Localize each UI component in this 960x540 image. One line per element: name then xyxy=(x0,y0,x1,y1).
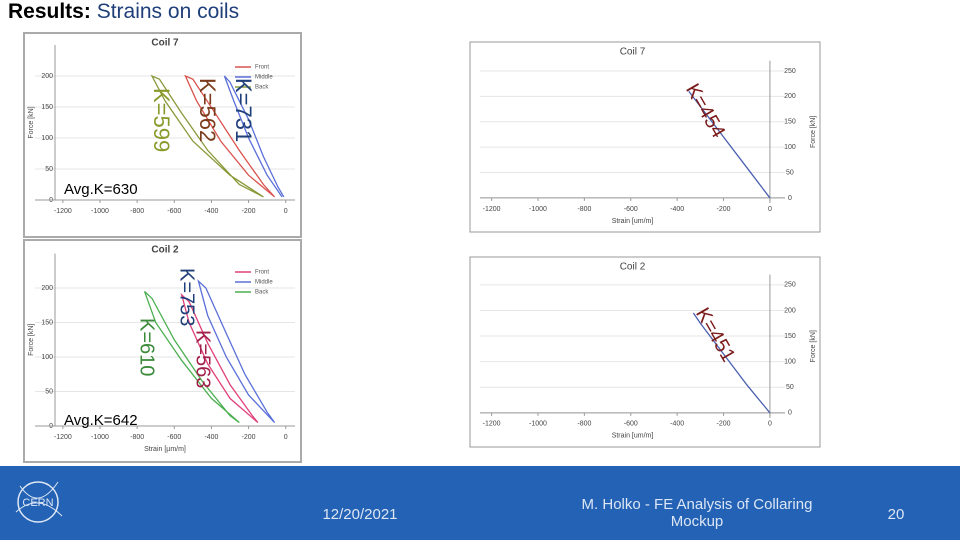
data-line xyxy=(143,290,240,424)
y-tick-label: 0 xyxy=(788,410,792,417)
x-tick-label: -200 xyxy=(717,421,731,428)
y-tick-label: 150 xyxy=(41,104,53,111)
panel-title: Coil 7 xyxy=(620,47,646,58)
y-tick-label: 150 xyxy=(41,319,53,326)
legend-label: Back xyxy=(255,290,269,296)
x-tick-label: 0 xyxy=(768,206,772,213)
y-tick-label: 100 xyxy=(784,359,796,366)
y-tick-label: 50 xyxy=(786,384,794,391)
y-tick-label: 50 xyxy=(786,169,794,176)
x-tick-label: -200 xyxy=(242,434,256,441)
x-tick-label: 0 xyxy=(284,208,288,215)
annotation: K=562 xyxy=(195,78,220,142)
annotation: K=753 xyxy=(176,268,198,326)
legend-label: Middle xyxy=(255,280,273,286)
y-tick-label: 150 xyxy=(784,333,796,340)
panel-frame xyxy=(469,256,821,448)
annotation: K=610 xyxy=(136,318,158,376)
y-axis-label: Force [kN] xyxy=(810,116,817,148)
x-tick-label: 0 xyxy=(284,434,288,441)
x-tick-label: -1200 xyxy=(483,421,501,428)
y-tick-label: 200 xyxy=(784,93,796,100)
x-tick-label: -800 xyxy=(577,421,591,428)
x-axis-label: Strain [um/m] xyxy=(612,433,654,440)
x-tick-label: -400 xyxy=(204,208,218,215)
x-tick-label: -800 xyxy=(130,434,144,441)
data-line xyxy=(197,279,276,423)
data-line xyxy=(223,75,285,198)
annotation: K=563 xyxy=(192,330,214,388)
x-tick-label: -600 xyxy=(167,434,181,441)
y-tick-label: 150 xyxy=(784,119,796,126)
date: 12/20/2021 xyxy=(322,506,398,523)
logo-lines xyxy=(15,481,63,517)
legend-label: Middle xyxy=(255,75,273,81)
data-line xyxy=(184,74,276,198)
x-axis-label: Strain [um/m] xyxy=(612,218,654,225)
x-tick-label: -400 xyxy=(670,421,684,428)
x-tick-label: -200 xyxy=(717,206,731,213)
x-tick-label: -400 xyxy=(204,434,218,441)
annotation: Avg.K=630 xyxy=(64,181,138,198)
x-tick-label: -600 xyxy=(624,206,638,213)
cern-logo: CERN xyxy=(15,481,63,523)
x-tick-label: -1200 xyxy=(54,434,72,441)
panel-title: Coil 2 xyxy=(620,262,646,273)
footer: CERN 12/20/2021 M. Holko - FE Analysis o… xyxy=(0,466,960,540)
x-tick-label: -1000 xyxy=(91,208,109,215)
data-line xyxy=(692,312,771,414)
author: M. Holko - FE Analysis of Collaring Mock… xyxy=(581,496,813,530)
y-tick-label: 100 xyxy=(784,144,796,151)
data-line xyxy=(688,90,771,199)
y-tick-label: 200 xyxy=(41,285,53,292)
logo-text: CERN xyxy=(22,497,53,509)
x-tick-label: -600 xyxy=(624,421,638,428)
slide-title: Results: Strains on coils xyxy=(8,0,239,24)
y-tick-label: 100 xyxy=(41,135,53,142)
x-tick-label: -1000 xyxy=(529,421,547,428)
y-tick-label: 250 xyxy=(784,68,796,75)
x-axis-label: Strain [µm/m] xyxy=(144,446,186,453)
legend-label: Back xyxy=(255,85,269,91)
data-line xyxy=(180,292,259,424)
data-line xyxy=(150,74,264,198)
x-tick-label: -600 xyxy=(167,208,181,215)
x-tick-label: -1000 xyxy=(529,206,547,213)
x-tick-label: -800 xyxy=(130,208,144,215)
panel-title: Coil 2 xyxy=(151,245,179,256)
title-rest: Strains on coils xyxy=(96,0,240,23)
panel-frame xyxy=(469,41,821,233)
y-tick-label: 50 xyxy=(45,166,53,173)
x-tick-label: -200 xyxy=(242,208,256,215)
x-tick-label: -800 xyxy=(577,206,591,213)
y-axis-label: Force [kN] xyxy=(810,330,817,362)
annotation: K=731 xyxy=(231,78,256,142)
x-tick-label: -400 xyxy=(670,206,684,213)
charts: Coil 7 0 50 100 150 200 -1200 -1000 -800 -600 -400… xyxy=(23,32,821,463)
title-bold: Results: xyxy=(8,0,91,23)
page-number: 20 xyxy=(887,506,905,523)
y-tick-label: 250 xyxy=(784,282,796,289)
y-axis-label: Force [kN] xyxy=(28,106,35,138)
y-tick-label: 200 xyxy=(784,307,796,314)
panel-title: Coil 7 xyxy=(151,38,179,49)
x-tick-label: 0 xyxy=(768,421,772,428)
y-tick-label: 50 xyxy=(45,388,53,395)
panel-frame xyxy=(23,239,302,463)
legend-label: Front xyxy=(255,270,269,276)
annotation: Avg.K=642 xyxy=(64,412,138,429)
y-axis-label: Force [kN] xyxy=(28,324,35,356)
x-tick-label: -1200 xyxy=(54,208,72,215)
logo-ring xyxy=(17,481,59,523)
annotation: K=599 xyxy=(149,88,174,152)
y-tick-label: 100 xyxy=(41,354,53,361)
legend-label: Front xyxy=(255,65,269,71)
y-tick-label: 0 xyxy=(788,195,792,202)
x-tick-label: -1000 xyxy=(91,434,109,441)
x-tick-label: -1200 xyxy=(483,206,501,213)
y-tick-label: 200 xyxy=(41,73,53,80)
